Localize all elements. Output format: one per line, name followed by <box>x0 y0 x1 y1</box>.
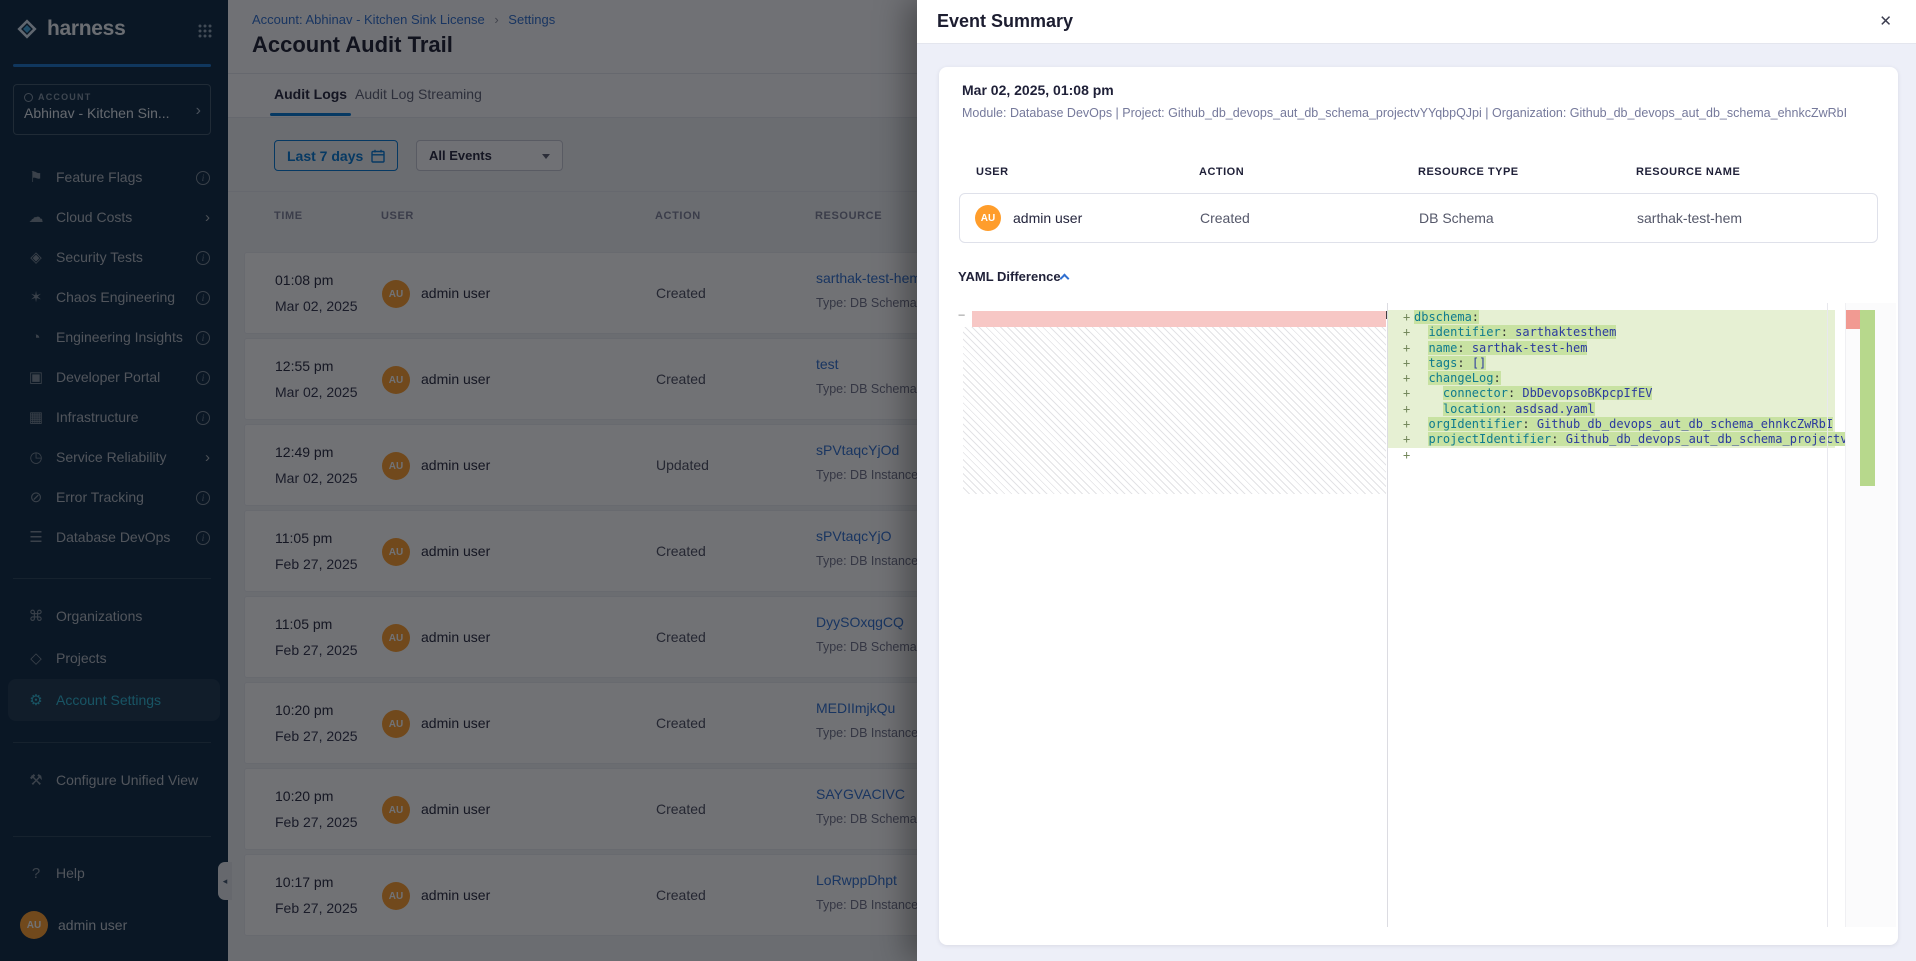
yaml-code: location: asdsad.yaml <box>1414 401 1595 416</box>
yaml-colon: : <box>1493 371 1501 386</box>
yaml-colon: : <box>1551 432 1559 447</box>
yaml-difference-toggle[interactable]: YAML Difference <box>958 269 1061 284</box>
diff-added-line: + identifier: sarthaktesthem <box>1388 325 1835 341</box>
drawer-title: Event Summary <box>937 11 1074 31</box>
yaml-code: name: sarthak-test-hem <box>1414 340 1588 355</box>
plus-marker: + <box>1403 371 1411 386</box>
diff-added-line: + dbschema: <box>1388 310 1835 326</box>
diff-added-line: + changeLog: <box>1388 371 1835 387</box>
yaml-colon: : <box>1500 401 1508 416</box>
diff-added-line: + tags: [] <box>1388 355 1835 372</box>
diff-added-line: + orgIdentifier: Github_db_devops_aut_db… <box>1388 417 1835 433</box>
plus-marker: + <box>1403 417 1411 432</box>
diff-added-line: + connector: DbDevopsoBKpcpIfEV <box>1388 386 1835 402</box>
event-col-resource-name: RESOURCE NAME <box>1636 166 1741 178</box>
yaml-key: name <box>1428 340 1458 355</box>
yaml-token: changeLog: <box>1428 371 1501 386</box>
plus-marker: + <box>1403 325 1411 340</box>
plus-marker: + <box>1403 432 1411 447</box>
added-line-background <box>1388 355 1835 372</box>
yaml-key: orgIdentifier <box>1428 417 1523 432</box>
yaml-token: connector: DbDevopsoBKpcpIfEV <box>1442 386 1653 401</box>
yaml-code: projectIdentifier: Github_db_devops_aut_… <box>1414 432 1848 447</box>
event-card: Mar 02, 2025, 01:08 pm Module: Database … <box>939 67 1898 945</box>
event-user: admin user <box>1013 210 1083 226</box>
yaml-token: location: asdsad.yaml <box>1442 401 1595 416</box>
plus-marker: + <box>1403 386 1411 401</box>
yaml-colon: : <box>1507 386 1516 401</box>
yaml-value: asdsad.yaml <box>1515 401 1595 416</box>
diff-content-boundary <box>1827 303 1828 927</box>
removed-line-marker: − <box>958 308 966 322</box>
yaml-value: Github_db_devops_aut_db_schema_projectv <box>1565 432 1848 447</box>
yaml-colon: : <box>1471 310 1480 324</box>
yaml-token: dbschema: <box>1414 310 1480 324</box>
yaml-code: orgIdentifier: Github_db_devops_aut_db_s… <box>1414 417 1834 432</box>
removed-line <box>972 311 1386 327</box>
yaml-colon: : <box>1522 417 1530 432</box>
yaml-key: location <box>1442 401 1501 416</box>
yaml-key: identifier <box>1428 325 1501 340</box>
diff-added-line: + name: sarthak-test-hem <box>1388 340 1835 356</box>
yaml-code: tags: [] <box>1414 355 1487 370</box>
yaml-key: projectIdentifier <box>1428 432 1552 447</box>
diff-minimap[interactable] <box>1845 303 1896 927</box>
event-meta: Module: Database DevOps | Project: Githu… <box>962 106 1848 120</box>
minimap-removed-marker <box>1846 310 1860 329</box>
yaml-key: changeLog <box>1428 371 1494 386</box>
event-col-action: ACTION <box>1199 166 1245 178</box>
event-resource-name: sarthak-test-hem <box>1637 210 1743 226</box>
yaml-colon: : <box>1500 325 1508 340</box>
event-action: Created <box>1200 210 1250 226</box>
yaml-colon: : <box>1457 355 1465 370</box>
yaml-diff-editor: − + dbschema: + identifier: sarthaktesthem… <box>955 303 1896 927</box>
yaml-token: name: sarthak-test-hem <box>1428 340 1588 355</box>
yaml-code: connector: DbDevopsoBKpcpIfEV <box>1414 386 1653 401</box>
plus-marker: + <box>1403 355 1411 370</box>
yaml-value: [] <box>1471 355 1487 370</box>
yaml-colon: : <box>1457 340 1465 355</box>
event-summary-drawer: Event Summary ✕ Mar 02, 2025, 01:08 pm M… <box>917 0 1916 961</box>
added-line-background <box>1388 310 1835 326</box>
yaml-value: sarthak-test-hem <box>1471 340 1588 355</box>
yaml-token: orgIdentifier: Github_db_devops_aut_db_s… <box>1428 417 1834 432</box>
plus-marker: + <box>1403 340 1411 355</box>
drawer-header: Event Summary ✕ <box>917 0 1916 44</box>
yaml-key: connector <box>1442 386 1508 401</box>
yaml-value: Github_db_devops_aut_db_schema_ehnkcZwRb… <box>1536 417 1834 432</box>
diff-added-line: + location: asdsad.yaml <box>1388 401 1835 418</box>
yaml-key: tags <box>1428 355 1458 370</box>
avatar: AU <box>975 205 1001 231</box>
plus-marker: + <box>1403 310 1411 324</box>
event-datetime: Mar 02, 2025, 01:08 pm <box>962 82 1114 98</box>
yaml-token: projectIdentifier: Github_db_devops_aut_… <box>1428 432 1848 447</box>
diff-added-line: + projectIdentifier: Github_db_devops_au… <box>1388 432 1848 448</box>
diff-empty-region <box>963 327 1386 494</box>
event-col-resource-type: RESOURCE TYPE <box>1418 166 1519 178</box>
event-resource-type: DB Schema <box>1419 210 1494 226</box>
added-lines: + dbschema: + identifier: sarthaktesthem + … <box>1388 310 1848 463</box>
close-icon[interactable]: ✕ <box>1879 13 1892 30</box>
event-row: AU admin user Created DB Schema sarthak-… <box>959 193 1878 243</box>
yaml-token: identifier: sarthaktesthem <box>1428 325 1617 340</box>
yaml-code: changeLog: <box>1414 371 1501 386</box>
plus-marker: + <box>1403 447 1411 462</box>
yaml-value: sarthaktesthem <box>1515 325 1617 340</box>
yaml-code: identifier: sarthaktesthem <box>1414 325 1617 340</box>
minimap-added-marker <box>1860 310 1875 486</box>
yaml-value: DbDevopsoBKpcpIfEV <box>1522 386 1653 401</box>
yaml-key: dbschema <box>1414 310 1472 324</box>
event-col-user: USER <box>976 166 1009 178</box>
plus-marker: + <box>1403 401 1411 416</box>
yaml-code: dbschema: <box>1414 310 1480 324</box>
diff-added-line: + <box>1388 448 1835 463</box>
diff-pane-divider[interactable] <box>1387 303 1388 927</box>
yaml-token: tags: [] <box>1428 355 1487 370</box>
chevron-up-icon[interactable] <box>1059 273 1070 284</box>
